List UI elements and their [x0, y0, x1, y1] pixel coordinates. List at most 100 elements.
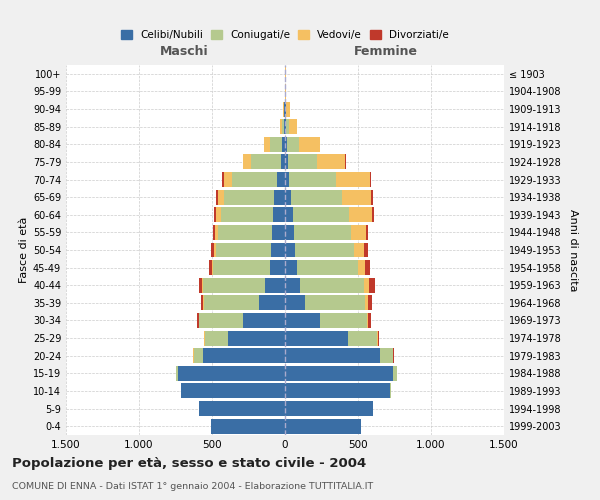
Bar — [364, 278, 369, 292]
Bar — [368, 313, 371, 328]
Bar — [218, 190, 224, 204]
Text: Popolazione per età, sesso e stato civile - 2004: Popolazione per età, sesso e stato civil… — [12, 458, 366, 470]
Bar — [203, 278, 265, 292]
Bar — [281, 119, 284, 134]
Bar — [305, 296, 365, 310]
Bar — [285, 172, 289, 187]
Bar — [274, 190, 285, 204]
Bar — [269, 137, 282, 152]
Bar — [269, 260, 285, 275]
Bar — [211, 418, 285, 434]
Bar — [202, 278, 203, 292]
Bar — [285, 242, 295, 258]
Bar — [371, 190, 373, 204]
Bar — [365, 296, 368, 310]
Bar — [366, 225, 368, 240]
Bar — [286, 102, 290, 116]
Bar — [217, 190, 218, 204]
Bar — [204, 296, 259, 310]
Bar — [285, 366, 393, 381]
Bar — [291, 190, 342, 204]
Bar — [285, 384, 390, 398]
Bar — [285, 119, 286, 134]
Bar — [199, 313, 242, 328]
Bar — [349, 208, 372, 222]
Bar — [372, 208, 374, 222]
Bar — [215, 242, 271, 258]
Bar — [222, 172, 224, 187]
Bar — [299, 137, 320, 152]
Bar — [228, 330, 285, 345]
Bar — [285, 401, 373, 416]
Bar — [288, 154, 317, 170]
Bar — [259, 296, 285, 310]
Bar — [181, 384, 285, 398]
Bar — [214, 242, 215, 258]
Bar — [390, 384, 391, 398]
Bar — [224, 190, 274, 204]
Bar — [295, 242, 353, 258]
Bar — [353, 242, 364, 258]
Bar — [178, 366, 285, 381]
Bar — [287, 137, 299, 152]
Bar — [393, 366, 397, 381]
Bar — [214, 208, 215, 222]
Text: Femmine: Femmine — [354, 44, 418, 58]
Bar — [215, 225, 218, 240]
Bar — [348, 330, 377, 345]
Bar — [212, 260, 213, 275]
Bar — [280, 119, 281, 134]
Bar — [285, 330, 348, 345]
Bar — [285, 190, 291, 204]
Bar — [285, 313, 320, 328]
Bar — [358, 260, 365, 275]
Bar — [370, 172, 371, 187]
Text: Maschi: Maschi — [160, 44, 209, 58]
Bar — [215, 208, 221, 222]
Bar — [205, 330, 228, 345]
Legend: Celibi/Nubili, Coniugati/e, Vedovi/e, Divorziati/e: Celibi/Nubili, Coniugati/e, Vedovi/e, Di… — [117, 26, 453, 44]
Bar — [295, 225, 352, 240]
Bar — [320, 313, 367, 328]
Bar — [352, 225, 366, 240]
Bar — [289, 119, 297, 134]
Bar — [194, 348, 203, 363]
Bar — [251, 154, 281, 170]
Bar — [285, 137, 287, 152]
Bar — [203, 348, 285, 363]
Bar — [209, 260, 212, 275]
Y-axis label: Fasce di età: Fasce di età — [19, 217, 29, 283]
Bar — [244, 154, 251, 170]
Bar — [211, 242, 214, 258]
Bar — [369, 278, 375, 292]
Text: COMUNE DI ENNA - Dati ISTAT 1° gennaio 2004 - Elaborazione TUTTITALIA.IT: COMUNE DI ENNA - Dati ISTAT 1° gennaio 2… — [12, 482, 373, 491]
Bar — [203, 330, 205, 345]
Bar — [242, 154, 244, 170]
Bar — [368, 296, 372, 310]
Bar — [317, 154, 345, 170]
Bar — [271, 242, 285, 258]
Bar — [285, 260, 296, 275]
Bar — [224, 172, 232, 187]
Bar — [213, 225, 215, 240]
Bar — [199, 401, 285, 416]
Bar — [197, 313, 199, 328]
Bar — [281, 154, 285, 170]
Bar — [296, 260, 358, 275]
Bar — [277, 172, 285, 187]
Bar — [272, 225, 285, 240]
Bar — [365, 260, 370, 275]
Bar — [285, 418, 361, 434]
Bar — [285, 348, 380, 363]
Bar — [213, 260, 269, 275]
Bar — [242, 313, 285, 328]
Bar — [274, 208, 285, 222]
Bar — [364, 242, 368, 258]
Bar — [289, 172, 336, 187]
Bar — [282, 137, 285, 152]
Bar — [380, 348, 393, 363]
Bar — [265, 278, 285, 292]
Bar — [286, 119, 289, 134]
Bar — [199, 278, 202, 292]
Bar — [221, 208, 274, 222]
